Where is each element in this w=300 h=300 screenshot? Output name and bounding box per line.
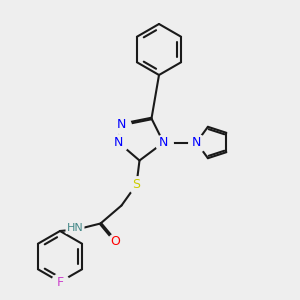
Text: N: N: [117, 118, 126, 131]
Text: HN: HN: [67, 223, 83, 233]
Text: N: N: [192, 136, 201, 149]
Text: N: N: [114, 136, 123, 149]
Text: O: O: [111, 235, 120, 248]
Text: S: S: [133, 178, 140, 191]
Text: N: N: [159, 136, 168, 149]
Text: F: F: [56, 275, 64, 289]
